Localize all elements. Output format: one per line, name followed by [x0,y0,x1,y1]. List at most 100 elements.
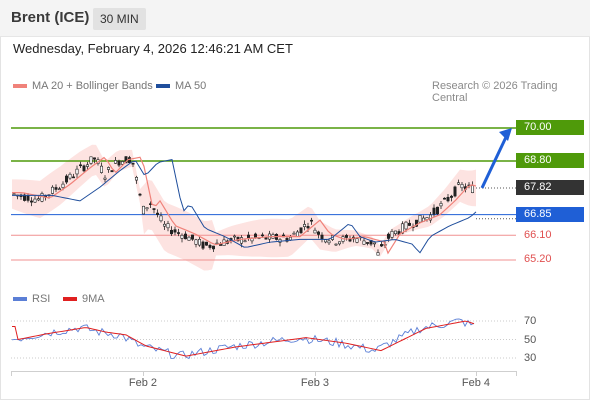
candle-body [79,164,83,167]
candle-body [456,182,460,185]
candle-body [107,167,111,170]
ma9-swatch [63,297,77,301]
candle-body [313,229,317,234]
forecast-arrow-shaft [480,134,509,189]
instrument-title: Brent (ICE) [11,9,90,26]
candle-body [191,234,195,240]
rsi-swatch [13,297,27,301]
candle-body [93,157,97,160]
candle-body [306,226,310,229]
ma20-swatch [13,84,27,88]
candle-body [316,231,320,235]
candle-body [72,176,76,179]
x-tick [143,371,144,376]
candle-body [177,232,181,234]
x-label-feb2: Feb 2 [128,377,158,389]
candle-body [208,244,212,248]
candle-body [198,239,202,246]
candle-body [156,212,160,215]
price-tag-6880: 68.80 [516,153,584,168]
candle-body [75,168,79,175]
candle-body [114,160,118,164]
candle-body [320,234,324,240]
candle-body [453,186,457,197]
candle-body [302,224,306,227]
source-credit-text: Research © 2026 Trading Central [432,80,558,104]
x-tick [11,371,12,376]
candle-body [404,221,408,230]
interval-badge[interactable]: 30 MIN [93,8,146,30]
price-tag-6685: 66.85 [516,207,584,222]
candle-body [12,193,16,196]
candle-body [205,241,209,246]
candle-body [131,162,135,165]
candle-body [65,175,69,183]
legend-9ma: 9MA [63,293,105,305]
legend-ma20-label: MA 20 + Bollinger Bands [32,80,153,92]
candle-body [145,207,149,210]
candle-body [89,156,93,164]
candle-body [159,215,163,222]
candle-body [254,233,258,238]
candle-body [152,208,156,210]
rsi-ma9-line [12,320,475,357]
candle-body [435,206,439,215]
rsi-axis-50: 50 [524,334,537,346]
ma50-swatch [156,84,170,88]
candle-body [110,170,114,173]
candle-body [432,207,436,215]
candle-body [26,195,30,201]
candle-body [323,239,327,243]
candle-body [135,177,139,181]
candle-body [470,185,474,193]
candle-body [103,177,107,180]
forecast-arrow-head [499,128,512,141]
candle-body [212,245,216,250]
candle-body [365,242,369,244]
candle-body [285,238,289,242]
candle-body [68,173,72,179]
legend-rsi-label: RSI [32,293,51,305]
price-label-6520: 65.20 [524,253,552,265]
candle-body [393,230,397,235]
candle-body [407,222,411,226]
candle-body [184,233,188,240]
candle-body [247,234,251,239]
candle-body [337,241,341,245]
x-tick [315,371,316,376]
candle-body [372,242,376,245]
candle-body [170,229,174,235]
legend-ma20: MA 20 + Bollinger Bands [13,80,153,92]
candle-body [355,238,359,243]
candle-body [299,227,303,234]
candle-body [173,229,177,233]
candle-body [36,198,40,201]
rsi-line [11,318,475,360]
legend-9ma-label: 9MA [82,293,105,305]
bollinger-band [12,144,476,271]
candle-body [180,234,184,239]
x-label-feb4: Feb 4 [461,377,491,389]
rsi-axis-70: 70 [524,315,537,327]
candle-body [29,200,33,203]
candle-body [117,160,121,166]
candle-body [418,215,422,223]
ma20-line [12,156,477,255]
candle-body [362,240,366,245]
candle-body [240,237,244,244]
candle-body [414,219,418,227]
candle-body [50,186,54,194]
candle-body [344,235,348,238]
candle-body [386,233,390,239]
legend-ma50-label: MA 50 [175,80,207,92]
candle-body [292,232,296,235]
candle-body [295,231,299,237]
ma50-line [12,159,477,254]
candle-body [460,184,464,189]
x-tick [516,371,517,376]
candle-body [260,234,264,237]
rsi-axis-30: 30 [524,352,537,364]
candle-body [439,203,443,207]
